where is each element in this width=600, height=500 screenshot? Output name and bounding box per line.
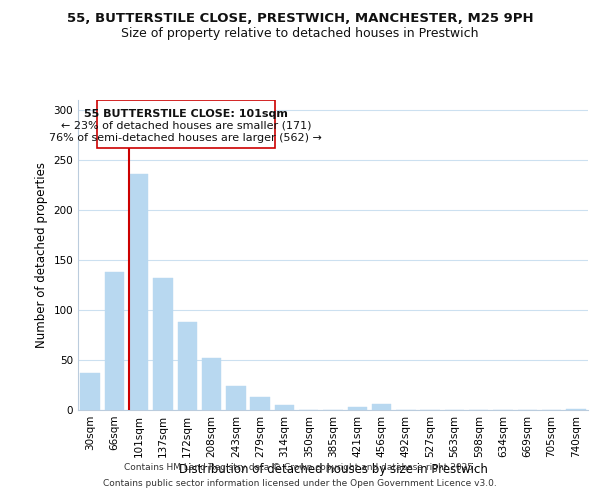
Bar <box>153 278 173 410</box>
Bar <box>178 322 197 410</box>
Bar <box>97 100 275 148</box>
Y-axis label: Number of detached properties: Number of detached properties <box>35 162 48 348</box>
Text: 55 BUTTERSTILE CLOSE: 101sqm: 55 BUTTERSTILE CLOSE: 101sqm <box>84 109 288 119</box>
Bar <box>129 174 148 410</box>
Bar <box>372 404 391 410</box>
Text: 76% of semi-detached houses are larger (562) →: 76% of semi-detached houses are larger (… <box>49 133 322 143</box>
Bar <box>275 405 294 410</box>
Bar <box>250 397 270 410</box>
Bar <box>202 358 221 410</box>
Bar <box>566 409 586 410</box>
Text: Contains HM Land Registry data © Crown copyright and database right 2025.: Contains HM Land Registry data © Crown c… <box>124 464 476 472</box>
Bar <box>226 386 245 410</box>
Bar <box>80 373 100 410</box>
Text: ← 23% of detached houses are smaller (171): ← 23% of detached houses are smaller (17… <box>61 121 311 131</box>
Bar <box>105 272 124 410</box>
Text: 55, BUTTERSTILE CLOSE, PRESTWICH, MANCHESTER, M25 9PH: 55, BUTTERSTILE CLOSE, PRESTWICH, MANCHE… <box>67 12 533 26</box>
X-axis label: Distribution of detached houses by size in Prestwich: Distribution of detached houses by size … <box>179 462 487 475</box>
Text: Size of property relative to detached houses in Prestwich: Size of property relative to detached ho… <box>121 28 479 40</box>
Bar <box>347 407 367 410</box>
Text: Contains public sector information licensed under the Open Government Licence v3: Contains public sector information licen… <box>103 478 497 488</box>
